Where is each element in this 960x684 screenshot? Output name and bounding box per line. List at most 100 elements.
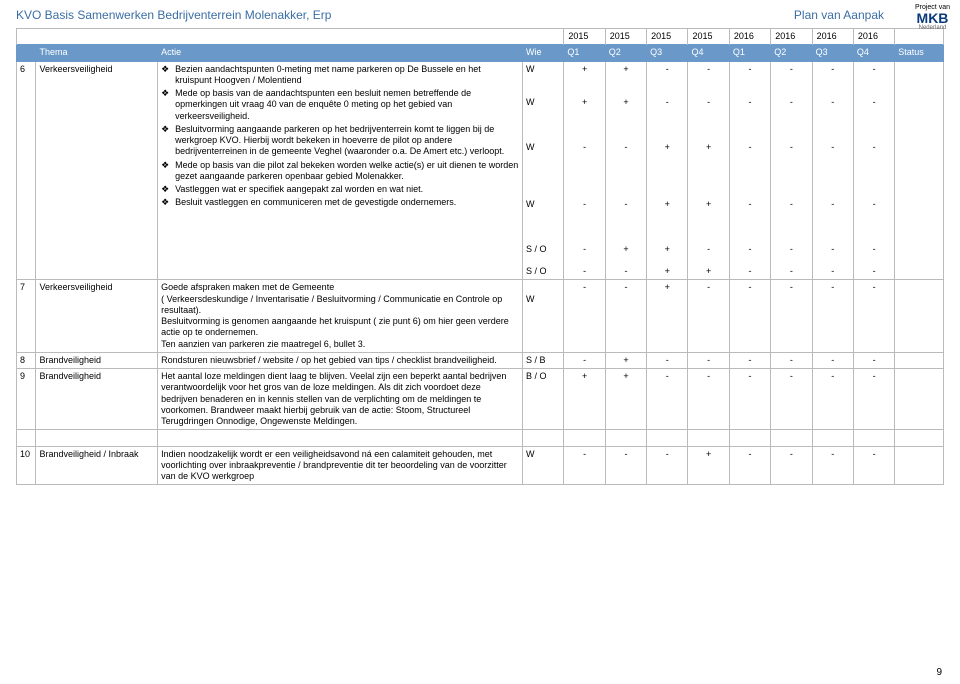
plan-title: Plan van Aanpak xyxy=(794,8,884,22)
year-cell: 2016 xyxy=(729,29,770,45)
quarter-cell: - xyxy=(564,280,605,353)
quarter-cell: - xyxy=(564,352,605,368)
wie-cell: W xyxy=(523,446,564,485)
quarter-cell: - xyxy=(605,446,646,485)
quarter-cell: - xyxy=(771,446,812,485)
plan-table: 2015 2015 2015 2015 2016 2016 2016 2016 … xyxy=(16,28,944,485)
quarter-cell: + xyxy=(647,280,688,353)
quarter-cell: - xyxy=(812,446,853,485)
quarter-cell: - xyxy=(647,446,688,485)
thema-cell: Brandveiligheid xyxy=(36,352,158,368)
bullet-item: Besluit vastleggen en communiceren met d… xyxy=(161,197,519,208)
table-row: 7VerkeersveiligheidGoede afspraken maken… xyxy=(17,280,944,353)
quarter-cell: - xyxy=(771,280,812,353)
col-q: Q4 xyxy=(688,45,729,61)
quarter-cell: - xyxy=(853,446,894,485)
status-cell xyxy=(895,280,944,353)
actie-line: Besluitvorming is genomen aangaande het … xyxy=(161,316,519,339)
col-q: Q2 xyxy=(605,45,646,61)
quarter-cell: - - - - - - xyxy=(729,61,770,280)
quarter-cell: + + - - - - xyxy=(564,61,605,280)
col-q: Q3 xyxy=(812,45,853,61)
actie-cell: Indien noodzakelijk wordt er een veiligh… xyxy=(158,446,523,485)
actie-line: Ten aanzien van parkeren zie maatregel 6… xyxy=(161,339,519,350)
quarter-cell: - xyxy=(853,369,894,430)
row-number: 7 xyxy=(17,280,36,353)
quarter-cell: - xyxy=(853,352,894,368)
table-row: 10Brandveiligheid / InbraakIndien noodza… xyxy=(17,446,944,485)
quarter-cell: - xyxy=(647,369,688,430)
status-cell xyxy=(895,369,944,430)
quarter-cell: - xyxy=(647,352,688,368)
quarter-cell: - xyxy=(812,369,853,430)
bullet-item: Besluitvorming aangaande parkeren op het… xyxy=(161,124,519,158)
quarter-cell: - xyxy=(605,280,646,353)
thema-cell: Brandveiligheid / Inbraak xyxy=(36,446,158,485)
doc-title: KVO Basis Samenwerken Bedrijventerrein M… xyxy=(16,8,331,22)
status-cell xyxy=(895,61,944,280)
year-cell: 2015 xyxy=(564,29,605,45)
actie-line: Rondsturen nieuwsbrief / website / op he… xyxy=(161,355,519,366)
actie-cell: Rondsturen nieuwsbrief / website / op he… xyxy=(158,352,523,368)
actie-cell: Bezien aandachtspunten 0-meting met name… xyxy=(158,61,523,280)
col-status: Status xyxy=(895,45,944,61)
quarter-cell: - - + + - + xyxy=(688,61,729,280)
quarter-cell: - xyxy=(771,369,812,430)
year-cell: 2016 xyxy=(771,29,812,45)
year-row: 2015 2015 2015 2015 2016 2016 2016 2016 xyxy=(17,29,944,45)
quarter-cell: + xyxy=(605,369,646,430)
actie-cell: Goede afspraken maken met de Gemeente( V… xyxy=(158,280,523,353)
col-q: Q2 xyxy=(771,45,812,61)
thema-cell: Brandveiligheid xyxy=(36,369,158,430)
thema-cell: Verkeersveiligheid xyxy=(36,280,158,353)
mkb-logo: Project van MKB Nederland xyxy=(915,4,950,31)
row-number: 6 xyxy=(17,61,36,280)
year-cell: 2015 xyxy=(647,29,688,45)
quarter-cell: - xyxy=(688,280,729,353)
actie-line: Indien noodzakelijk wordt er een veiligh… xyxy=(161,449,519,483)
bullet-item: Mede op basis van die pilot zal bekeken … xyxy=(161,160,519,183)
bullet-item: Vastleggen wat er specifiek aangepakt za… xyxy=(161,184,519,195)
col-wie: Wie xyxy=(523,45,564,61)
year-cell: 2015 xyxy=(688,29,729,45)
quarter-cell: - - - - - - xyxy=(853,61,894,280)
actie-line: Het aantal loze meldingen dient laag te … xyxy=(161,371,519,427)
bullet-item: Bezien aandachtspunten 0-meting met name… xyxy=(161,64,519,87)
quarter-cell: - xyxy=(729,280,770,353)
quarter-cell: - - - - - - xyxy=(812,61,853,280)
quarter-cell: - - + + + + xyxy=(647,61,688,280)
bullet-item: Mede op basis van de aandachtspunten een… xyxy=(161,88,519,122)
quarter-cell: - - - - - - xyxy=(771,61,812,280)
quarter-cell: - xyxy=(812,352,853,368)
status-cell xyxy=(895,352,944,368)
quarter-cell: - xyxy=(564,446,605,485)
page-number: 9 xyxy=(936,667,942,678)
wie-cell: B / O xyxy=(523,369,564,430)
wie-cell: W xyxy=(523,280,564,353)
quarter-cell: - xyxy=(729,369,770,430)
wie-cell: W W W W S / O S / O xyxy=(523,61,564,280)
actie-line: ( Verkeersdeskundige / Inventarisatie / … xyxy=(161,294,519,317)
year-cell: 2015 xyxy=(605,29,646,45)
col-q: Q1 xyxy=(564,45,605,61)
spacer-row xyxy=(17,430,944,446)
quarter-cell: + xyxy=(564,369,605,430)
quarter-cell: + xyxy=(605,352,646,368)
table-row: 8BrandveiligheidRondsturen nieuwsbrief /… xyxy=(17,352,944,368)
quarter-cell: - xyxy=(688,369,729,430)
quarter-cell: - xyxy=(729,352,770,368)
header-row: Thema Actie Wie Q1 Q2 Q3 Q4 Q1 Q2 Q3 Q4 … xyxy=(17,45,944,61)
quarter-cell: - xyxy=(688,352,729,368)
row-number: 10 xyxy=(17,446,36,485)
row-number: 8 xyxy=(17,352,36,368)
quarter-cell: + + - - + - xyxy=(605,61,646,280)
table-row: 9BrandveiligheidHet aantal loze meldinge… xyxy=(17,369,944,430)
thema-cell: Verkeersveiligheid xyxy=(36,61,158,280)
logo-main: MKB xyxy=(915,11,950,25)
row-number: 9 xyxy=(17,369,36,430)
col-thema: Thema xyxy=(36,45,158,61)
actie-cell: Het aantal loze meldingen dient laag te … xyxy=(158,369,523,430)
col-actie: Actie xyxy=(158,45,523,61)
quarter-cell: - xyxy=(812,280,853,353)
col-q: Q3 xyxy=(647,45,688,61)
